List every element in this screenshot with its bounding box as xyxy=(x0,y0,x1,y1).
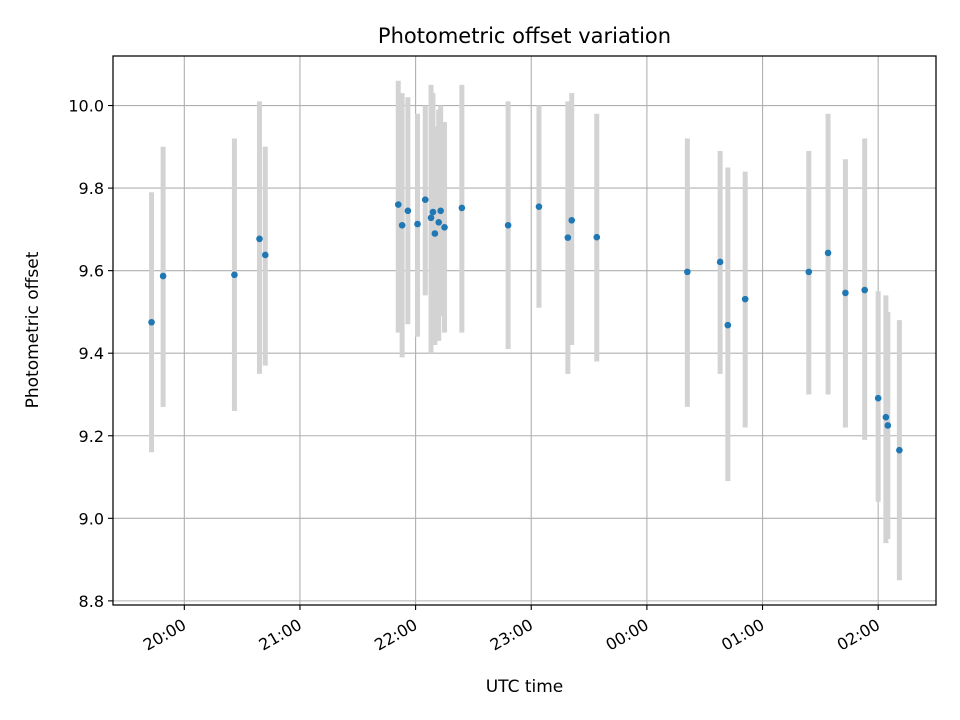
data-point xyxy=(716,258,724,266)
y-tick-label: 9.6 xyxy=(79,262,104,281)
data-point xyxy=(896,446,903,454)
data-point xyxy=(824,249,832,257)
y-tick-label: 9.0 xyxy=(79,509,104,528)
data-point xyxy=(504,221,512,229)
y-tick-label: 9.4 xyxy=(79,344,104,363)
data-point xyxy=(404,207,412,215)
data-point xyxy=(874,394,882,402)
data-point xyxy=(435,219,443,226)
data-points xyxy=(148,196,903,454)
data-point xyxy=(458,204,466,212)
y-tick-label: 10.0 xyxy=(68,97,104,116)
y-tick-label: 8.8 xyxy=(79,592,104,611)
data-point xyxy=(427,214,435,222)
data-point xyxy=(741,295,749,303)
y-tick-label: 9.2 xyxy=(79,427,104,446)
data-point xyxy=(535,203,543,210)
data-point xyxy=(159,272,167,280)
y-tick-label: 9.8 xyxy=(79,179,104,198)
data-point xyxy=(593,233,601,241)
chart-title: Photometric offset variation xyxy=(378,24,671,48)
data-point xyxy=(805,268,813,276)
data-point xyxy=(684,268,691,276)
data-point xyxy=(398,221,406,229)
x-axis-label: UTC time xyxy=(486,677,564,697)
data-point xyxy=(437,207,444,215)
data-point xyxy=(148,318,155,326)
data-point xyxy=(564,234,572,241)
y-axis-ticks: 8.8 9.0 9.2 9.4 9.6 9.8 10.0 xyxy=(68,97,113,611)
data-point xyxy=(256,235,263,243)
data-point xyxy=(421,196,429,203)
y-axis-label: Photometric offset xyxy=(23,251,43,408)
data-point xyxy=(861,286,868,294)
data-point xyxy=(568,216,576,224)
data-point xyxy=(884,422,892,429)
data-point xyxy=(882,413,890,421)
data-point xyxy=(724,321,732,329)
data-point xyxy=(842,289,849,297)
data-point xyxy=(429,208,437,216)
data-point xyxy=(431,230,439,237)
data-point xyxy=(261,251,269,259)
data-point xyxy=(231,271,238,279)
data-point xyxy=(394,201,402,208)
plot-frame xyxy=(112,55,937,606)
grid xyxy=(113,56,936,605)
data-point xyxy=(441,224,448,231)
data-point xyxy=(414,220,421,228)
